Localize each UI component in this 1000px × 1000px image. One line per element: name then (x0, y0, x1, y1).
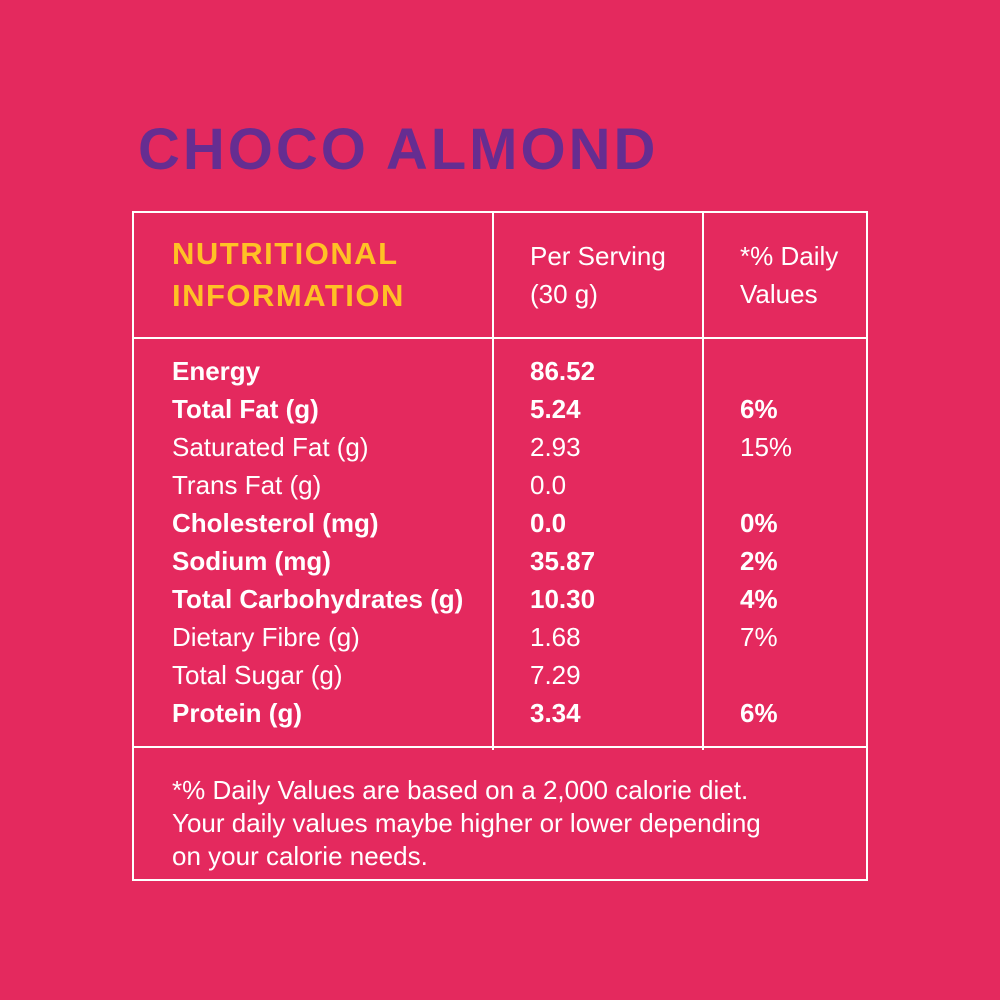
nutrient-label: Protein (g) (172, 698, 302, 728)
nutrient-label: Total Sugar (g) (172, 660, 343, 690)
column-divider-2 (702, 213, 704, 750)
nutrient-label: Trans Fat (g) (172, 470, 322, 500)
nutrient-label: Total Carbohydrates (g) (172, 584, 464, 614)
footnote-line-3: on your calorie needs. (172, 841, 428, 871)
table-row: Trans Fat (g) 0.0 (134, 466, 866, 504)
per-serving-value: 7.29 (530, 660, 581, 690)
header-per-serving: Per Serving (30 g) (530, 241, 666, 309)
daily-value (704, 466, 866, 504)
per-serving-value: 2.93 (530, 432, 581, 462)
daily-value (704, 656, 866, 694)
nutrient-label: Sodium (mg) (172, 546, 331, 576)
daily-value: 6% (740, 698, 778, 728)
table-row: Sodium (mg) 35.87 2% (134, 542, 866, 580)
footnote-line-2: Your daily values maybe higher or lower … (172, 808, 761, 838)
daily-value: 2% (740, 546, 778, 576)
header-nutritional-information: NUTRITIONAL INFORMATION (172, 236, 405, 313)
table-header-row: NUTRITIONAL INFORMATION Per Serving (30 … (134, 213, 866, 339)
table-row: Total Carbohydrates (g) 10.30 4% (134, 580, 866, 618)
daily-value: 15% (740, 432, 793, 462)
table-row: Dietary Fibre (g) 1.68 7% (134, 618, 866, 656)
per-serving-value: 35.87 (530, 546, 596, 576)
per-serving-value: 0.0 (530, 470, 567, 500)
product-title: CHOCO ALMOND (138, 117, 659, 182)
daily-value: 6% (740, 394, 778, 424)
footnote: *% Daily Values are based on a 2,000 cal… (134, 748, 866, 873)
footnote-line-1: *% Daily Values are based on a 2,000 cal… (172, 775, 749, 805)
per-serving-value: 86.52 (530, 356, 596, 386)
table-row: Total Sugar (g) 7.29 (134, 656, 866, 694)
nutrient-label: Dietary Fibre (g) (172, 622, 360, 652)
nutrition-panel: NUTRITIONAL INFORMATION Per Serving (30 … (132, 211, 868, 881)
header-daily-values: *% Daily Values (740, 241, 839, 309)
daily-value (704, 352, 866, 390)
table-row: Cholesterol (mg) 0.0 0% (134, 504, 866, 542)
nutrient-label: Total Fat (g) (172, 394, 319, 424)
per-serving-value: 3.34 (530, 698, 581, 728)
table-row: Energy 86.52 (134, 352, 866, 390)
per-serving-value: 1.68 (530, 622, 581, 652)
nutrient-label: Energy (172, 356, 261, 386)
nutrient-label: Cholesterol (mg) (172, 508, 379, 538)
table-row: Total Fat (g) 5.24 6% (134, 390, 866, 428)
daily-value: 0% (740, 508, 778, 538)
per-serving-value: 5.24 (530, 394, 581, 424)
column-divider-1 (492, 213, 494, 750)
per-serving-value: 0.0 (530, 508, 567, 538)
table-row: Saturated Fat (g) 2.93 15% (134, 428, 866, 466)
table-row: Protein (g) 3.34 6% (134, 694, 866, 732)
per-serving-value: 10.30 (530, 584, 596, 614)
daily-value: 4% (740, 584, 778, 614)
table-body: Energy 86.52 Total Fat (g) 5.24 6% Saturated … (134, 339, 866, 748)
nutrient-label: Saturated Fat (g) (172, 432, 369, 462)
daily-value: 7% (740, 622, 778, 652)
